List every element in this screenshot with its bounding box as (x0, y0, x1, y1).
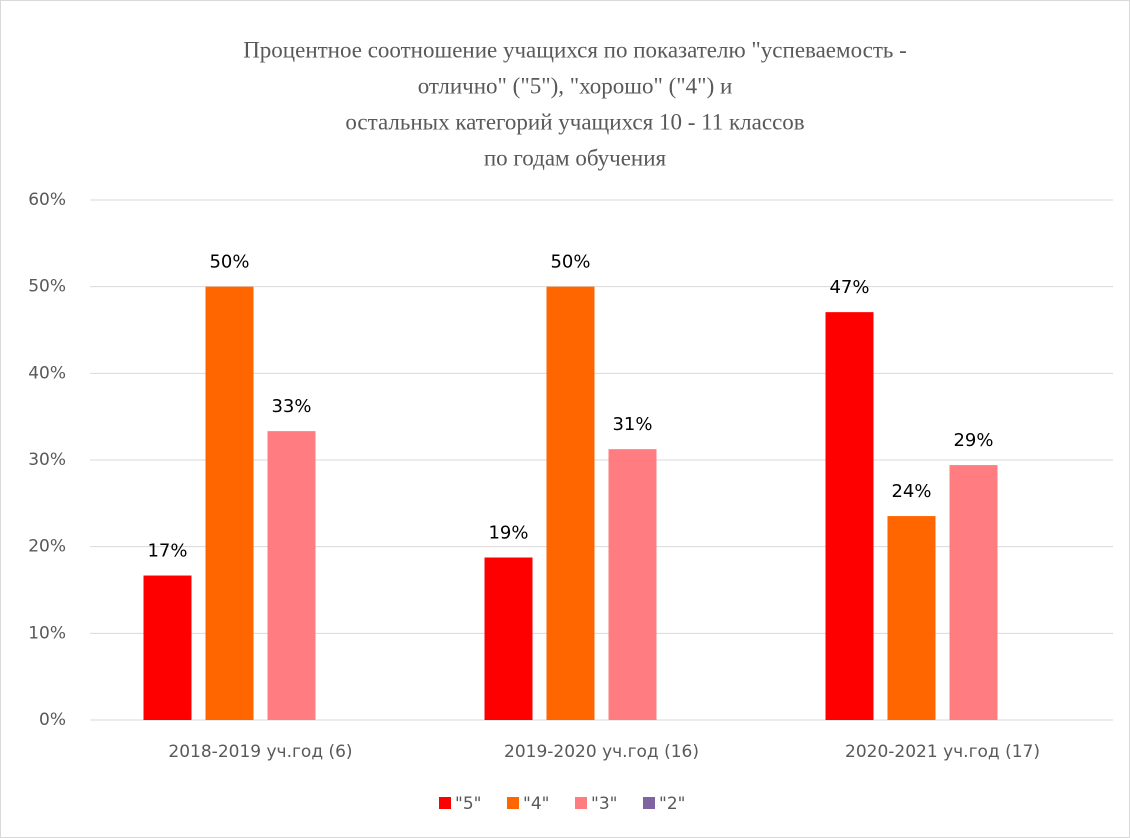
value-label: 17% (147, 541, 187, 562)
y-tick-label: 40% (28, 363, 66, 383)
y-tick-label: 30% (28, 450, 66, 470)
x-tick-label: 2020-2021 уч.год (17) (845, 742, 1040, 762)
legend-label: "4" (523, 794, 549, 814)
y-tick-label: 60% (28, 190, 66, 210)
chart-title: остальных категорий учащихся 10 - 11 кла… (345, 109, 804, 134)
chart-title: Процентное соотношение учащихся по показ… (243, 37, 907, 62)
legend-swatch (507, 797, 519, 809)
x-tick-label: 2019-2020 уч.год (16) (504, 742, 699, 762)
value-label: 29% (953, 430, 993, 451)
bar (205, 286, 254, 720)
value-label: 33% (271, 396, 311, 417)
legend-swatch (575, 797, 587, 809)
bar (546, 286, 595, 720)
bar (949, 465, 998, 720)
y-tick-label: 20% (28, 537, 66, 557)
legend-swatch (439, 797, 451, 809)
value-label: 47% (829, 277, 869, 298)
legend-swatch (643, 797, 655, 809)
chart-title: по годам обучения (484, 145, 667, 170)
bar (143, 575, 192, 720)
bar (608, 449, 657, 720)
legend-label: "2" (659, 794, 685, 814)
x-tick-label: 2018-2019 уч.год (6) (168, 742, 352, 762)
value-label: 31% (612, 414, 652, 435)
value-label: 50% (550, 252, 590, 273)
bar (267, 431, 316, 720)
legend-label: "3" (591, 794, 617, 814)
bar (887, 516, 936, 720)
value-label: 50% (209, 252, 249, 273)
legend-label: "5" (455, 794, 481, 814)
y-tick-label: 10% (28, 623, 66, 643)
value-label: 24% (891, 481, 931, 502)
chart-title: отлично" ("5"), "хорошо" ("4") и (418, 73, 733, 98)
y-tick-label: 0% (39, 710, 66, 730)
bar (484, 557, 533, 720)
bar (825, 312, 874, 720)
value-label: 19% (488, 523, 528, 544)
y-tick-label: 50% (28, 277, 66, 297)
